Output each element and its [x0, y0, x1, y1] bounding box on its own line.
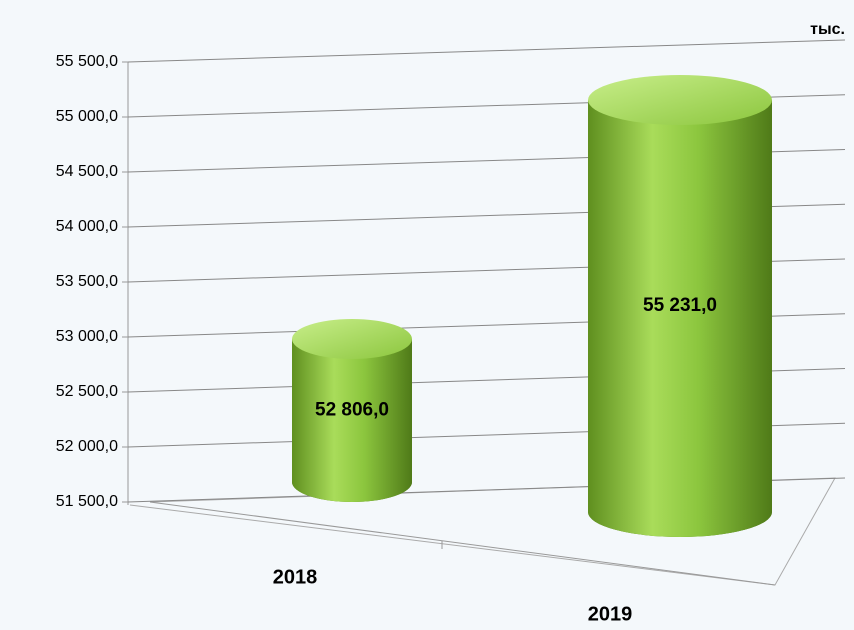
y-tick-label: 51 500,0: [56, 493, 118, 510]
y-tick-label: 54 500,0: [56, 163, 118, 180]
bar-top: [588, 75, 772, 125]
bar: [292, 339, 412, 482]
y-tick-label: 55 500,0: [56, 53, 118, 70]
y-tick-label: 52 500,0: [56, 383, 118, 400]
grid-line: [127, 39, 846, 63]
bar: [588, 100, 772, 512]
data-label: 55 231,0: [643, 295, 717, 316]
y-tick-label: 55 000,0: [56, 108, 118, 125]
data-label: 52 806,0: [315, 400, 389, 421]
y-tick-label: 53 500,0: [56, 273, 118, 290]
y-tick-label: 54 000,0: [56, 218, 118, 235]
y-tick-label: 52 000,0: [56, 438, 118, 455]
y-tick-label: 53 000,0: [56, 328, 118, 345]
x-tick-label: 2019: [588, 603, 633, 625]
bar-bottom-edge: [588, 487, 772, 537]
x-tick-label: 2018: [273, 566, 318, 588]
x-axis: [149, 501, 776, 586]
bar-bottom-edge: [292, 462, 412, 502]
unit-label: тыс.: [810, 21, 845, 38]
bar-top: [292, 319, 412, 359]
